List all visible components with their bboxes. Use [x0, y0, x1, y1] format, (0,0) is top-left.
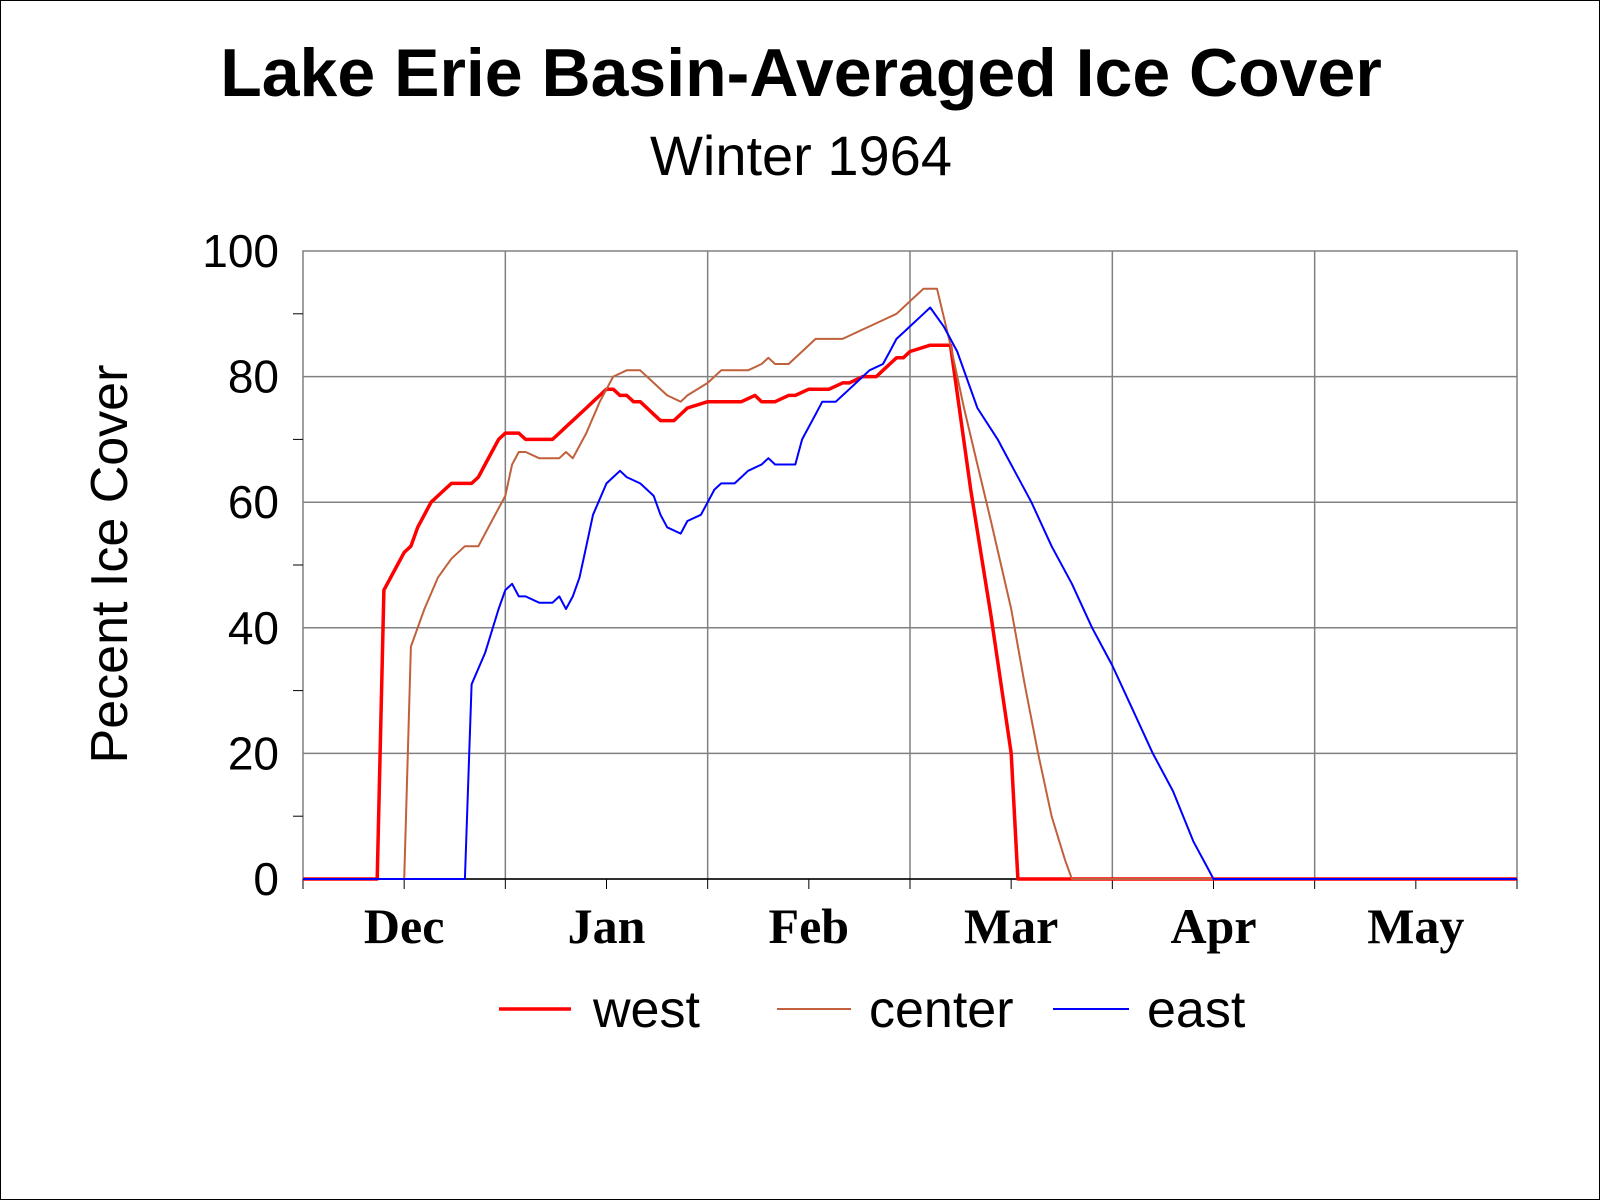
legend-label-east: east	[1147, 981, 1246, 1039]
gridlines	[303, 251, 1517, 879]
tick-labels: 0 20 40 60 80 100 Dec Jan Feb Mar Apr May	[202, 225, 1464, 954]
series-line-east	[303, 306, 1517, 880]
x-tick-label: Jan	[568, 898, 646, 954]
y-tick-label: 40	[228, 602, 279, 654]
series-lines	[303, 287, 1517, 881]
x-tick-label: May	[1367, 898, 1464, 954]
axes	[293, 313, 1518, 889]
series-line-center	[303, 287, 1517, 880]
series-line-west	[303, 343, 1517, 881]
y-tick-label: 0	[253, 853, 279, 905]
x-tick-label: Mar	[964, 898, 1058, 954]
x-tick-label: Feb	[769, 898, 850, 954]
x-tick-label: Apr	[1170, 898, 1256, 954]
legend-label-center: center	[869, 981, 1014, 1039]
legend-label-west: west	[592, 981, 700, 1039]
y-tick-label: 20	[228, 727, 279, 779]
legend: west center east	[499, 981, 1246, 1039]
x-tick-label: Dec	[364, 898, 445, 954]
chart-subtitle: Winter 1964	[650, 124, 952, 187]
y-tick-label: 80	[228, 351, 279, 403]
chart-title: Lake Erie Basin-Averaged Ice Cover	[220, 35, 1382, 111]
y-tick-label: 60	[228, 476, 279, 528]
y-tick-label: 100	[202, 225, 279, 277]
y-axis-label: Pecent Ice Cover	[81, 365, 139, 764]
